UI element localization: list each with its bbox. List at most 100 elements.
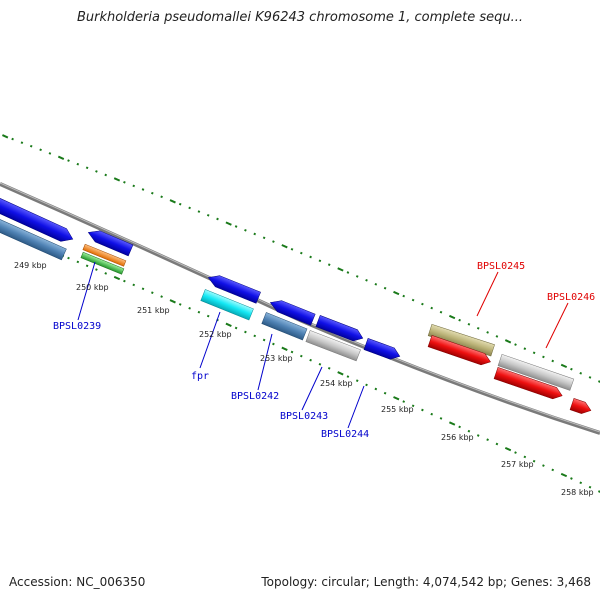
gene-arrow [427,335,491,366]
minor-tick [160,195,163,199]
minor-tick [495,335,499,338]
gene-arrow [261,312,308,341]
minor-tick [132,283,136,287]
minor-tick [402,400,406,403]
gene-label-fpr[interactable]: fpr [191,371,209,382]
minor-tick [458,425,461,429]
minor-tick [290,350,294,354]
major-tick [113,177,121,182]
gene-label-bpsl0244[interactable]: BPSL0244 [321,429,369,440]
minor-tick [67,159,70,162]
minor-tick [467,322,471,326]
minor-tick [253,334,257,338]
gene-arrow [569,398,592,414]
minor-tick [439,310,443,314]
major-tick [393,290,400,296]
minor-tick [272,342,275,346]
major-tick [337,267,344,272]
minor-tick [542,355,545,359]
minor-tick [570,367,573,371]
gene-label-bpsl0245[interactable]: BPSL0245 [477,261,525,272]
gene-arrow [305,330,361,362]
minor-tick [495,442,499,446]
minor-tick [104,173,108,177]
minor-tick [532,351,536,355]
minor-tick [570,477,573,480]
gene-arrow [269,300,316,326]
minor-tick [421,408,424,412]
minor-tick [151,191,154,195]
major-tick [504,446,512,452]
minor-tick [430,306,434,310]
major-tick [225,221,232,226]
gene-arrow [497,354,575,391]
minor-tick [244,330,247,334]
minor-tick [579,481,583,485]
minor-tick [346,271,350,274]
minor-tick [262,338,266,342]
minor-tick [579,371,583,375]
minor-tick [272,240,275,243]
gene-arrow [363,338,401,360]
minor-tick [411,404,415,408]
minor-tick [141,287,145,291]
gene-labels: BPSL0239 fpr BPSL0242 BPSL0243 BPSL0244 … [53,261,595,440]
minor-tick [514,451,517,454]
major-tick [225,322,232,327]
minor-tick [421,302,424,306]
minor-tick [290,247,294,251]
minor-tick [476,434,480,437]
gene-arrow [87,230,134,257]
scale-label: 258 kbp [561,488,594,497]
minor-tick [132,184,136,188]
gene-arrow [427,323,495,357]
minor-tick [141,188,145,191]
minor-tick [355,275,359,278]
gene-arrow [315,315,364,342]
minor-tick [374,387,378,391]
minor-tick [188,306,191,310]
scale-label: 256 kbp [441,433,474,442]
major-tick [113,275,121,281]
minor-tick [39,148,42,152]
scale-label: 249 kbp [14,261,47,270]
minor-tick [234,225,238,228]
topology-summary: Topology: circular; Length: 4,074,542 bp… [261,575,591,589]
gene-label-bpsl0239[interactable]: BPSL0239 [53,321,101,332]
minor-tick [197,310,201,314]
minor-tick [234,326,238,330]
gene-label-bpsl0243[interactable]: BPSL0243 [280,411,328,422]
minor-tick [95,268,98,271]
gene-label-bpsl0242[interactable]: BPSL0242 [231,391,279,402]
minor-tick [197,210,201,213]
major-tick [1,134,9,139]
major-tick [281,244,288,249]
minor-tick [383,391,387,395]
minor-tick [476,326,480,330]
scale-label: 257 kbp [501,460,534,469]
minor-tick [76,260,80,264]
minor-tick [206,314,210,318]
scale-label: 250 kbp [76,283,109,292]
gene-label-bpsl0246[interactable]: BPSL0246 [547,292,595,303]
minor-tick [123,180,126,184]
minor-tick [551,468,555,472]
gene-arrow [207,275,261,304]
scale-labels: 249 kbp 250 kbp 251 kbp 252 kbp 253 kbp … [14,261,594,497]
minor-tick [523,347,527,351]
minor-tick [588,376,592,379]
minor-tick [327,263,331,267]
minor-tick [551,359,555,363]
minor-tick [29,144,33,148]
minor-tick [365,278,368,282]
minor-tick [318,259,322,263]
minor-tick [262,236,266,240]
minor-tick [244,228,247,232]
minor-tick [309,255,312,259]
minor-tick [67,256,70,260]
minor-tick [76,162,80,166]
minor-tick [542,464,545,467]
gene-arrow [200,289,254,321]
major-tick [169,199,176,204]
